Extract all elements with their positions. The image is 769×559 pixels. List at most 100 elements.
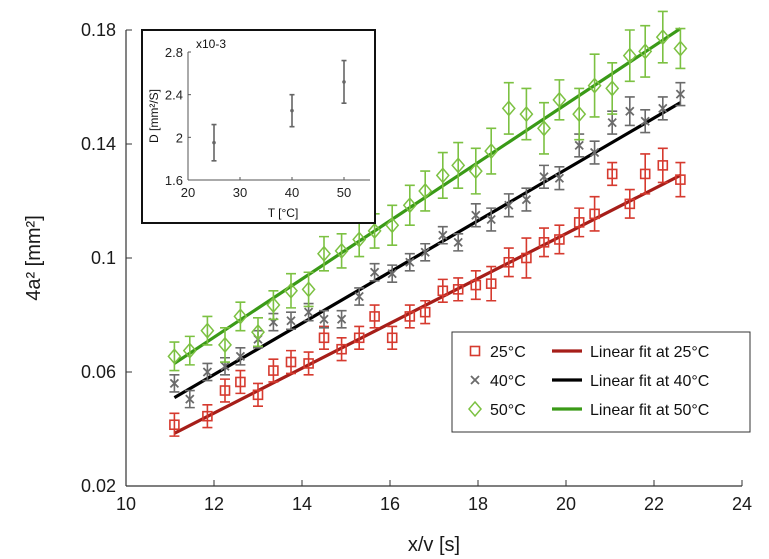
data-point bbox=[486, 214, 496, 225]
error-bar bbox=[589, 53, 600, 118]
data-point bbox=[369, 267, 380, 277]
data-point bbox=[251, 323, 265, 341]
data-point bbox=[336, 314, 347, 324]
error-bar bbox=[369, 304, 380, 329]
data-point bbox=[625, 106, 635, 116]
inset-x-axis-title: T [°C] bbox=[268, 206, 299, 220]
error-bar bbox=[220, 327, 230, 363]
data-point bbox=[539, 172, 549, 182]
error-bar bbox=[503, 247, 514, 278]
x-tick-label: 12 bbox=[204, 494, 224, 514]
data-point bbox=[587, 77, 602, 94]
data-point bbox=[673, 40, 688, 57]
error-bar bbox=[554, 224, 565, 255]
error-bar bbox=[521, 87, 532, 141]
data-point bbox=[218, 336, 232, 354]
inset-x-tick-label: 50 bbox=[337, 185, 351, 200]
data-point bbox=[605, 80, 620, 97]
data-point bbox=[657, 160, 669, 171]
data-point bbox=[285, 356, 297, 368]
data-point bbox=[589, 147, 600, 158]
data-point bbox=[405, 257, 415, 267]
error-bar bbox=[319, 235, 329, 272]
data-point bbox=[419, 306, 431, 318]
data-point bbox=[537, 120, 551, 137]
data-point bbox=[284, 282, 298, 299]
error-bar bbox=[354, 325, 365, 350]
error-bar bbox=[470, 270, 481, 301]
error-bar bbox=[486, 265, 497, 302]
series-1 bbox=[169, 147, 686, 437]
data-point bbox=[367, 222, 382, 240]
data-point bbox=[453, 237, 463, 247]
data-point bbox=[574, 140, 584, 151]
data-point bbox=[435, 167, 450, 184]
legend-marker bbox=[470, 375, 480, 385]
y-tick-label: 0.18 bbox=[81, 20, 116, 40]
inset-x-tick-label: 40 bbox=[285, 185, 299, 200]
data-point bbox=[554, 234, 565, 245]
x-tick-label: 20 bbox=[556, 494, 576, 514]
x-tick-label: 10 bbox=[116, 494, 136, 514]
error-bar bbox=[554, 79, 565, 121]
error-bar bbox=[253, 382, 263, 407]
error-bar bbox=[202, 315, 213, 346]
error-bar bbox=[336, 337, 347, 362]
data-point bbox=[538, 237, 550, 248]
data-point bbox=[638, 43, 653, 60]
data-point bbox=[387, 269, 397, 279]
inset-plot: 20 30 40 50 1.6 2 2.4 2.8 x10-3 T [°C] D [mm²/S] bbox=[141, 29, 376, 224]
data-point bbox=[501, 100, 516, 117]
error-bar bbox=[420, 170, 431, 212]
data-point bbox=[437, 285, 449, 297]
data-point bbox=[552, 91, 567, 108]
error-bar bbox=[657, 147, 668, 184]
data-point bbox=[220, 361, 230, 371]
error-bar bbox=[336, 232, 347, 269]
data-point bbox=[266, 296, 281, 314]
error-bar bbox=[202, 403, 213, 429]
y-tick-label: 0.06 bbox=[81, 362, 116, 382]
data-point bbox=[675, 174, 686, 185]
error-bar bbox=[235, 301, 246, 332]
data-point bbox=[471, 210, 481, 220]
data-point bbox=[484, 142, 499, 160]
error-bar bbox=[640, 24, 651, 78]
error-bar bbox=[235, 369, 246, 395]
error-bar bbox=[574, 207, 585, 238]
data-point bbox=[167, 348, 182, 365]
error-bar bbox=[503, 81, 514, 135]
error-bar bbox=[169, 341, 180, 372]
error-bar bbox=[607, 61, 618, 115]
inset-x-tick-label: 30 bbox=[233, 185, 247, 200]
inset-data-point bbox=[342, 80, 346, 84]
error-bar bbox=[268, 358, 279, 383]
error-bar bbox=[387, 204, 398, 246]
data-point bbox=[169, 378, 180, 389]
legend-label: 50°C bbox=[490, 402, 526, 419]
legend: 25°C Linear fit at 25°C 40°C Linear fit at … bbox=[451, 331, 751, 433]
data-point bbox=[202, 367, 213, 377]
legend-marker bbox=[468, 400, 482, 418]
error-bar bbox=[470, 147, 481, 195]
data-point bbox=[573, 217, 585, 228]
data-point bbox=[503, 256, 515, 268]
error-bar bbox=[486, 127, 497, 175]
data-point bbox=[519, 105, 534, 123]
data-point bbox=[622, 47, 637, 64]
data-point bbox=[252, 389, 264, 401]
data-point bbox=[268, 365, 279, 376]
data-point bbox=[334, 242, 349, 260]
data-point bbox=[655, 28, 670, 46]
data-point bbox=[420, 247, 430, 257]
error-bar bbox=[169, 412, 180, 437]
error-bar bbox=[420, 299, 431, 325]
data-point bbox=[386, 332, 398, 344]
data-point bbox=[468, 162, 483, 180]
error-bar bbox=[184, 335, 195, 366]
error-bar bbox=[303, 351, 314, 376]
data-point bbox=[317, 245, 331, 262]
inset-x-tick-label: 20 bbox=[181, 185, 195, 200]
x-tick-label: 14 bbox=[292, 494, 312, 514]
data-point bbox=[202, 410, 213, 422]
